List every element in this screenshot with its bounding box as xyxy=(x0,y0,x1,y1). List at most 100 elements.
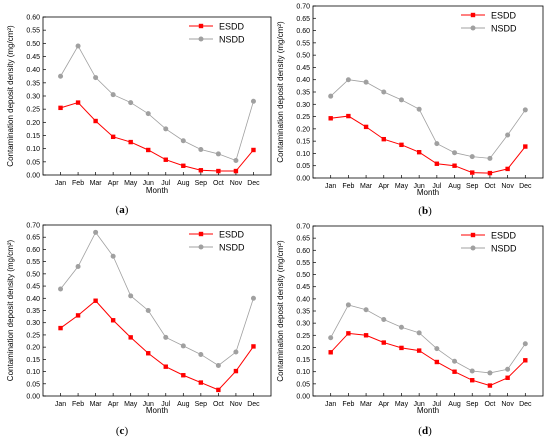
y-tick-label: 0.20 xyxy=(296,126,310,133)
data-point-esdd xyxy=(58,325,63,331)
legend-label-nsdd: NSDD xyxy=(219,243,245,253)
data-point-nsdd xyxy=(434,141,440,147)
y-tick-label: 0.70 xyxy=(26,223,40,230)
x-tick-label: Jul xyxy=(161,401,170,408)
x-tick-label: Mar xyxy=(360,183,373,190)
data-point-nsdd xyxy=(180,138,186,144)
series-line-nsdd xyxy=(330,79,526,159)
data-point-nsdd xyxy=(58,286,64,292)
data-point-nsdd xyxy=(452,358,458,364)
data-point-esdd xyxy=(399,142,404,148)
x-tick-label: May xyxy=(124,180,138,187)
chart-panel-a: 0.00 0.05 0.10 0.15 0.20 0.25 0.30 0.35 0.40 0.45… xyxy=(6,15,272,216)
data-point-nsdd xyxy=(75,264,81,270)
data-point-esdd xyxy=(216,168,221,174)
y-tick-label: 0.65 xyxy=(26,235,40,242)
x-tick-label: Apr xyxy=(108,180,120,187)
data-point-esdd xyxy=(346,331,351,336)
x-tick-label: Aug xyxy=(448,183,461,190)
y-tick-label: 0.10 xyxy=(296,151,310,158)
data-point-esdd xyxy=(251,344,256,349)
legend-marker xyxy=(470,245,476,251)
x-tick-label: Jan xyxy=(55,180,66,187)
data-point-esdd xyxy=(470,378,475,383)
data-point-esdd xyxy=(146,351,151,356)
x-tick-label: Nov xyxy=(230,401,243,408)
x-tick-label: Aug xyxy=(177,180,190,187)
data-point-nsdd xyxy=(345,302,351,308)
y-tick-label: 0.00 xyxy=(296,176,310,183)
chart-panel-c: 0.00 0.05 0.10 0.15 0.20 0.25 0.30 0.35 0.40 0.45… xyxy=(6,223,272,437)
y-tick-label: 0.20 xyxy=(296,345,310,352)
y-tick-label: 0.70 xyxy=(296,4,310,11)
y-tick-label: 0.55 xyxy=(296,40,310,47)
data-point-esdd xyxy=(216,387,221,393)
legend-label-esdd: ESDD xyxy=(219,22,245,32)
x-tick-label: Feb xyxy=(72,180,84,187)
x-tick-label: Apr xyxy=(378,401,390,408)
data-point-esdd xyxy=(110,318,116,323)
data-point-esdd xyxy=(163,157,168,162)
y-tick-label: 0.40 xyxy=(26,67,40,74)
x-tick-label: Oct xyxy=(213,401,224,408)
data-point-nsdd xyxy=(505,132,511,138)
data-point-esdd xyxy=(93,118,98,124)
x-tick-label: Mar xyxy=(360,401,373,408)
legend-label-nsdd: NSDD xyxy=(219,35,245,45)
data-point-nsdd xyxy=(469,154,475,160)
y-tick-label: 0.60 xyxy=(296,28,310,35)
legend-label-nsdd: NSDD xyxy=(491,24,517,34)
data-point-nsdd xyxy=(198,351,204,357)
data-point-nsdd xyxy=(328,93,334,99)
y-tick-label: 0.40 xyxy=(296,296,310,303)
data-point-esdd xyxy=(251,147,256,153)
y-tick-label: 0.55 xyxy=(26,28,40,35)
y-tick-label: 0.25 xyxy=(296,114,310,121)
data-point-esdd xyxy=(128,335,133,340)
x-axis-title: Month xyxy=(146,406,168,415)
data-point-esdd xyxy=(452,163,457,168)
y-tick-label: 0.65 xyxy=(296,236,310,243)
x-tick-label: Nov xyxy=(230,180,243,187)
data-point-nsdd xyxy=(452,150,458,156)
data-point-esdd xyxy=(346,113,351,119)
y-tick-label: 0.05 xyxy=(26,159,40,166)
data-point-esdd xyxy=(416,348,422,353)
x-tick-label: Jul xyxy=(432,401,441,408)
y-tick-label: 0.35 xyxy=(296,309,310,316)
data-point-nsdd xyxy=(110,92,116,98)
data-point-esdd xyxy=(128,139,133,145)
series-line-nsdd xyxy=(330,304,526,374)
x-tick-label: Jul xyxy=(432,183,441,190)
data-point-nsdd xyxy=(328,335,334,341)
data-point-esdd xyxy=(181,373,186,378)
x-tick-label: Jun xyxy=(414,401,425,408)
y-tick-label: 0.00 xyxy=(26,394,40,401)
y-tick-label: 0.50 xyxy=(26,41,40,48)
y-tick-label: 0.25 xyxy=(26,107,40,114)
y-tick-label: 0.10 xyxy=(296,369,310,376)
y-axis-title: Contamination deposit density (mg/cm²) xyxy=(276,240,285,382)
x-tick-label: Jul xyxy=(161,180,170,187)
data-point-nsdd xyxy=(469,368,475,374)
data-point-nsdd xyxy=(398,324,404,330)
y-tick-label: 0.50 xyxy=(26,271,40,278)
legend-label-nsdd: NSDD xyxy=(491,244,517,254)
data-point-esdd xyxy=(487,170,493,176)
data-point-esdd xyxy=(470,170,475,175)
data-point-nsdd xyxy=(345,77,351,83)
data-point-esdd xyxy=(233,168,239,174)
y-axis-title: Contamination deposit density (mg/cm²) xyxy=(6,239,15,381)
x-tick-label: Sep xyxy=(195,180,208,187)
data-point-nsdd xyxy=(487,370,493,376)
legend-marker xyxy=(470,232,476,238)
legend-marker xyxy=(198,244,204,250)
data-point-esdd xyxy=(505,166,510,172)
y-tick-label: 0.60 xyxy=(26,247,40,254)
data-point-esdd xyxy=(146,147,151,153)
x-tick-label: Sep xyxy=(466,183,479,190)
data-point-esdd xyxy=(363,333,369,338)
x-tick-label: Jan xyxy=(325,183,336,190)
x-tick-label: Jan xyxy=(55,401,66,408)
